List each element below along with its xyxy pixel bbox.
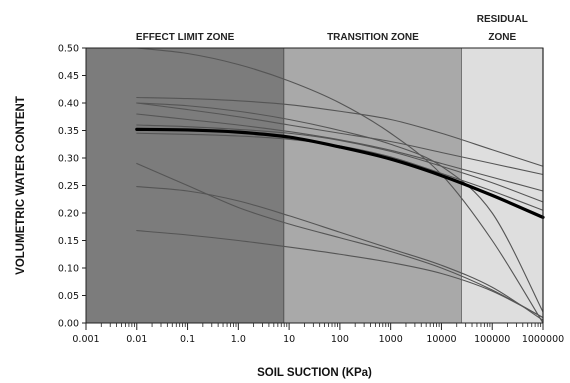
y-tick-label: 0.45 bbox=[58, 71, 79, 82]
series-line bbox=[136, 96, 544, 167]
x-tick-label: 10 bbox=[283, 334, 295, 345]
x-tick-label: 0.001 bbox=[72, 334, 99, 345]
x-tick-label: 0.01 bbox=[126, 334, 147, 345]
series-line bbox=[135, 127, 545, 219]
series-line bbox=[136, 230, 544, 319]
y-tick-label: 0.35 bbox=[58, 126, 79, 137]
y-tick-label: 0.05 bbox=[58, 291, 79, 302]
x-axis-title: SOIL SUCTION (KPa) bbox=[257, 367, 372, 379]
x-tick-label: 1.0 bbox=[231, 334, 246, 345]
zone-backgrounds bbox=[86, 48, 544, 323]
y-tick-label: 0.10 bbox=[58, 264, 79, 275]
y-tick-label: 0.50 bbox=[58, 44, 79, 55]
series-line bbox=[136, 186, 544, 321]
y-tick-label: 0.00 bbox=[58, 319, 79, 330]
x-tick-label: 10000 bbox=[426, 334, 456, 345]
y-tick-label: 0.30 bbox=[58, 154, 79, 165]
axes: 0.00 0.05 0.10 0.15 0.20 0.25 0.30 0.35 0.40 0.45… bbox=[58, 44, 564, 346]
zone-label: RESIDUAL ZONE bbox=[477, 14, 528, 43]
y-tick-label: 0.40 bbox=[58, 99, 79, 110]
series-line bbox=[136, 102, 544, 176]
x-tick-label: 100000 bbox=[474, 334, 510, 345]
series-line bbox=[136, 47, 544, 324]
y-axis-title: VOLUMETRIC WATER CONTENT bbox=[15, 96, 27, 275]
zone-band bbox=[284, 48, 462, 323]
series-line bbox=[136, 162, 544, 319]
y-tick-label: 0.20 bbox=[58, 209, 79, 220]
y-tick-label: 0.25 bbox=[58, 181, 79, 192]
series-line bbox=[136, 102, 544, 313]
zone-labels: EFFECT LIMIT ZONE TRANSITION ZONE RESIDUAL… bbox=[136, 14, 528, 43]
zone-label: EFFECT LIMIT ZONE bbox=[136, 32, 235, 43]
zone-band bbox=[86, 48, 285, 323]
x-tick-label: 1000 bbox=[379, 334, 403, 345]
y-tick-label: 0.15 bbox=[58, 236, 79, 247]
zone-label: TRANSITION ZONE bbox=[327, 32, 419, 43]
x-tick-label: 1000000 bbox=[522, 334, 564, 345]
data-series bbox=[135, 47, 545, 324]
x-tick-label: 100 bbox=[331, 334, 349, 345]
series-line bbox=[136, 113, 544, 192]
x-tick-label: 0.1 bbox=[180, 334, 195, 345]
